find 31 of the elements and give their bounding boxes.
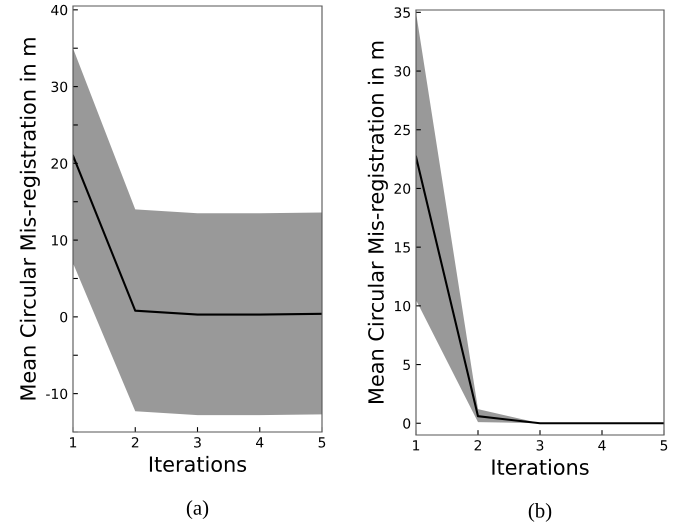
x-tick-label: 1 (413, 440, 420, 450)
x-axis-title: Iterations (150, 456, 246, 472)
y-axis-title: Mean Circular Mis-registration in m (20, 38, 40, 400)
y-tick-label: 20 (51, 158, 68, 169)
x-axis-title: Iterations (492, 458, 589, 475)
x-tick-label: 2 (474, 440, 482, 450)
y-tick-label: 25 (394, 124, 410, 136)
x-tick-label: 3 (194, 437, 201, 448)
x-tick-label: 3 (536, 440, 544, 451)
y-tick-label: 35 (394, 7, 410, 18)
y-tick-label: -10 (46, 388, 68, 400)
line-series (73, 154, 322, 316)
y-tick-label: 30 (52, 82, 68, 92)
y-tick-label: 5 (403, 360, 410, 370)
x-tick-label: 5 (318, 437, 326, 448)
y-tick-label: 15 (394, 242, 410, 253)
x-tick-label: 1 (70, 437, 76, 448)
text: (a) (186, 500, 208, 520)
x-tick-label: 2 (132, 437, 138, 448)
y-axis-title: Mean Circular Mis-registration in m (368, 42, 388, 403)
y-tick-label: 10 (394, 300, 410, 312)
y-tick-label: 20 (394, 183, 410, 194)
x-tick-label: 4 (598, 440, 606, 450)
y-tick-label: 40 (51, 4, 68, 16)
y-tick-label: 0 (60, 312, 68, 322)
x-tick-label: 4 (256, 437, 264, 448)
y-tick-label: 30 (394, 66, 410, 77)
y-tick-label: 0 (403, 418, 410, 429)
y-tick-label: 10 (52, 235, 68, 246)
x-tick-label: 5 (660, 440, 668, 451)
text: (b) (528, 503, 552, 522)
